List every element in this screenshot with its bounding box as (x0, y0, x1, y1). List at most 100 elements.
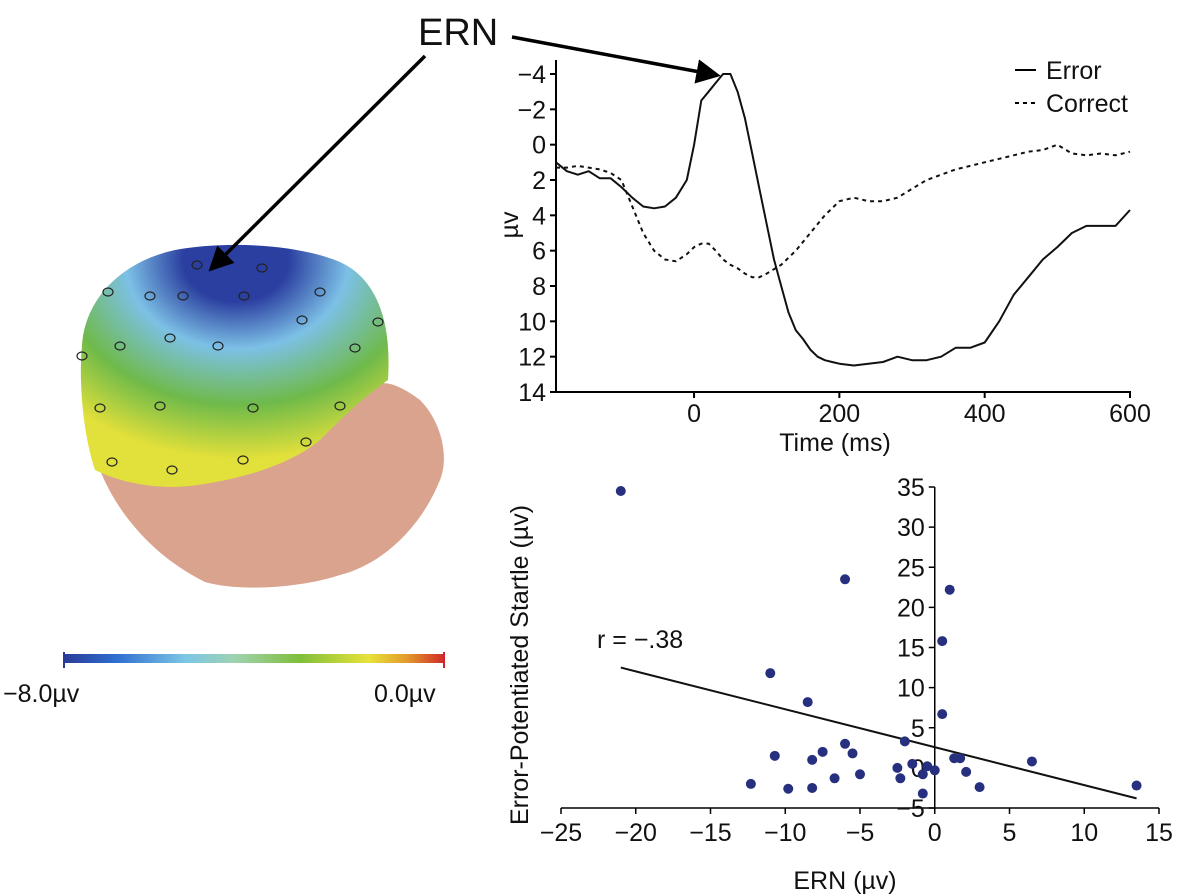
electrode-marker (76, 351, 88, 361)
scatter-x-tick-label: 5 (1003, 819, 1017, 847)
scatter-x-tick-label: −25 (540, 819, 582, 847)
electrode-marker (164, 333, 176, 343)
scatter-x-tick-label: −10 (764, 819, 806, 847)
electrode-marker (300, 437, 312, 447)
waveform-series-correct (556, 143, 1131, 279)
electrode-marker (247, 403, 259, 413)
scatter-points (615, 486, 1142, 799)
electrode-marker (144, 291, 156, 301)
scatter-x-tick-label: −5 (846, 819, 875, 847)
scatter-y-tick-label: 35 (897, 474, 925, 502)
scatter-y-tick-label: 25 (897, 554, 925, 582)
waveform-y-tick-label: 12 (518, 344, 546, 372)
waveform-y-tick-label: 2 (532, 167, 546, 195)
ern-label: ERN (418, 12, 498, 54)
electrode-marker (314, 287, 326, 297)
scatter-point (895, 773, 906, 784)
scatter-point (955, 753, 966, 764)
colorbar-max-label: 0.0µv (374, 680, 436, 708)
scatter-r-annotation: r = −.38 (597, 626, 683, 654)
electrode-marker (191, 260, 203, 270)
scatter-point (944, 584, 955, 595)
scalp-map (80, 244, 389, 487)
scatter-y-tick-label: 10 (897, 675, 925, 703)
scatter-point (974, 782, 985, 793)
electrode-marker (349, 343, 361, 353)
scatter-x-tick-label: −20 (615, 819, 657, 847)
scatter-point (1131, 780, 1142, 791)
waveform-xlabel: Time (ms) (779, 429, 891, 457)
waveform-y-tick-label: −2 (517, 96, 546, 124)
scatter-point (961, 766, 972, 777)
scatter-point (937, 709, 948, 720)
scatter-point (745, 778, 756, 789)
ern-annotation: ERN (208, 12, 721, 272)
scatter-point (807, 782, 818, 793)
waveform-chart: −4 −2 0 2 4 6 8 10 12 14 0 200 400 600 Time (ms) µv E… (496, 57, 1151, 457)
electrode-marker (177, 291, 189, 301)
waveform-y-tick-label: 8 (532, 273, 546, 301)
colorbar-gradient (63, 654, 445, 663)
waveform-y-tick-label: 4 (532, 202, 546, 230)
scatter-point (917, 788, 928, 799)
electrode-marker (256, 263, 268, 273)
scatter-regression (620, 666, 1137, 800)
scatter-xlabel: ERN (µv) (793, 867, 896, 895)
waveform-y-tick-label: 14 (518, 379, 546, 407)
electrode-marker (372, 317, 384, 327)
electrode-marker (296, 315, 308, 325)
scatter-point (922, 761, 933, 772)
head-topography (76, 244, 444, 588)
scatter-point (783, 783, 794, 794)
waveform-y-tick-label: −4 (517, 61, 546, 89)
scatter-x-tick-label: 10 (1070, 819, 1098, 847)
scatter-point (840, 738, 851, 749)
scatter-point (1026, 756, 1037, 767)
waveform-series-error (555, 73, 1131, 367)
scatter-point (937, 636, 948, 647)
colorbar-min-label: −8.0µv (3, 680, 80, 708)
scatter-x-tick-label: 0 (928, 819, 942, 847)
scatter-point (917, 769, 928, 780)
scatter-y-tick-label: 20 (897, 594, 925, 622)
waveform-x-tick-label: 0 (687, 400, 701, 428)
scatter-point (855, 769, 865, 780)
scatter-point (840, 574, 851, 585)
electrode-marker (154, 401, 166, 411)
waveform-series (555, 73, 1131, 367)
electrode-marker (102, 287, 114, 297)
electrode-marker (238, 291, 250, 301)
waveform-ylabel: µv (496, 211, 524, 238)
scatter-x-tick-label: 15 (1145, 819, 1173, 847)
scatter-y-tick-label: 15 (897, 635, 925, 663)
colorbar: −8.0µv 0.0µv (3, 652, 445, 708)
electrode-marker (212, 341, 224, 351)
scatter-point (807, 754, 818, 765)
electrode-marker (237, 455, 249, 465)
scatter-point (929, 765, 940, 776)
waveform-y-tick-label: 6 (532, 238, 546, 266)
scatter-point (899, 736, 910, 747)
scatter-point (817, 746, 828, 757)
scatter-point (829, 773, 840, 784)
waveform-legend: Error Correct (1015, 57, 1128, 118)
scatter-point (615, 486, 626, 497)
legend-error-label: Error (1046, 57, 1102, 85)
regression-line (620, 666, 1137, 800)
electrode-markers (76, 260, 384, 475)
electrode-marker (166, 465, 178, 475)
waveform-y-tick-label: 0 (532, 132, 546, 160)
electrode-marker (94, 403, 106, 413)
waveform-ticks: −4 −2 0 2 4 6 8 10 12 14 0 200 400 600 (517, 61, 1150, 428)
scatter-point (802, 697, 813, 708)
ern-arrow-to-scalp (208, 54, 427, 272)
scatter-point (765, 668, 776, 679)
electrode-marker (106, 457, 118, 467)
legend-correct-label: Correct (1046, 90, 1128, 118)
waveform-x-tick-label: 600 (1109, 400, 1151, 428)
electrode-marker (334, 401, 346, 411)
scatter-ylabel: Error-Potentiated Startle (µv) (506, 505, 534, 825)
head-skin (100, 383, 444, 588)
